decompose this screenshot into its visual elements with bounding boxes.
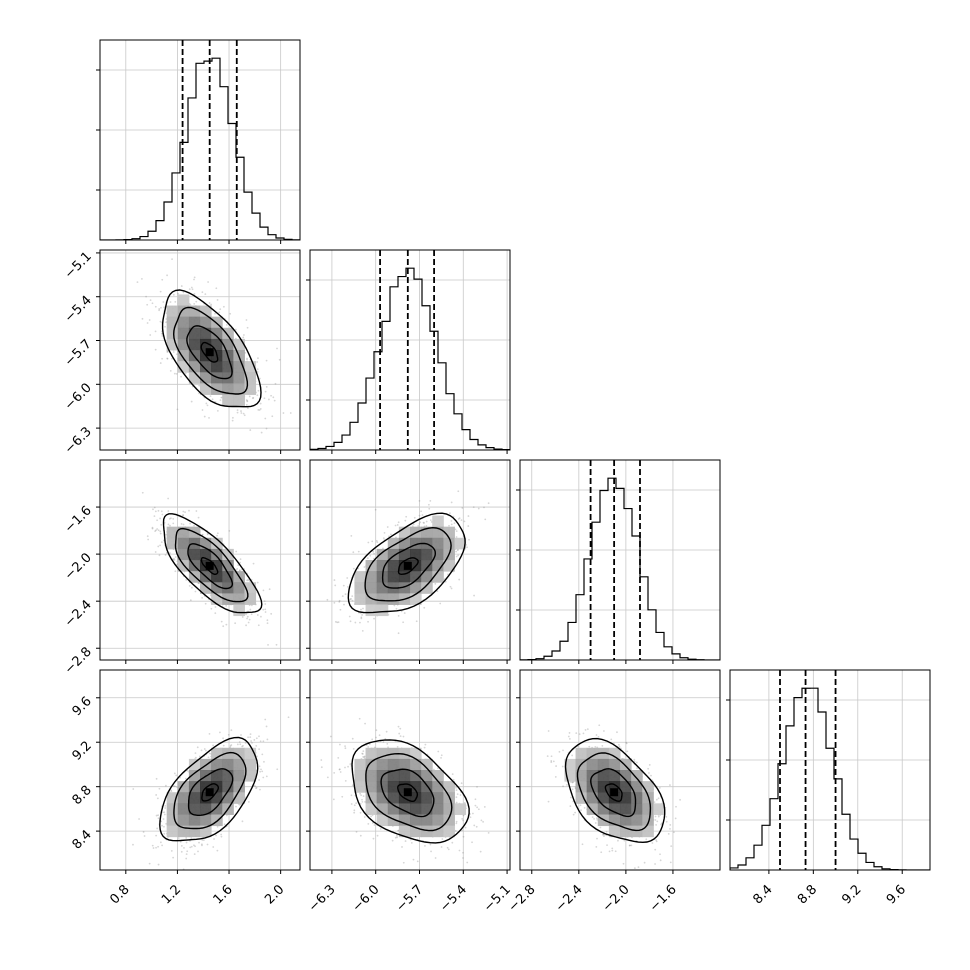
x-tick-label: −5.4	[437, 882, 470, 915]
scatter-2-1	[306, 459, 511, 664]
y-tick-label: 9.2	[70, 738, 95, 763]
axes-frame	[519, 669, 721, 871]
x-tick-label: 9.6	[884, 882, 909, 907]
y-tick-label: −2.8	[62, 644, 95, 677]
contour-line	[187, 768, 234, 816]
x-tick-label: 2.0	[262, 882, 287, 907]
contour-line	[174, 527, 249, 603]
density-cells	[354, 515, 467, 617]
histogram-3: 8.4 8.8 9.2 9.6	[726, 669, 931, 907]
contour-line	[397, 557, 419, 576]
density-peak	[610, 788, 619, 797]
density-peak	[403, 561, 412, 570]
histogram-step	[310, 267, 510, 450]
scatter-3-1: −6.3 −6.0 −5.7 −5.4 −5.1	[306, 669, 514, 915]
contour-line	[381, 542, 437, 589]
contour-line	[604, 783, 623, 802]
contour-line	[590, 768, 637, 818]
x-tick-label: −2.0	[600, 882, 633, 915]
y-tick-label: −6.3	[62, 424, 95, 457]
density-peak	[205, 348, 214, 357]
x-tick-label: −5.7	[393, 882, 426, 915]
x-tick-label: 1.6	[211, 882, 236, 907]
histogram-step	[730, 687, 930, 870]
contour-line	[380, 768, 435, 818]
y-tick-label: −2.0	[62, 550, 95, 583]
contour-line	[365, 752, 453, 832]
contour-line	[201, 783, 220, 802]
density-cells	[166, 747, 257, 838]
axes-frame	[99, 249, 301, 451]
y-tick-label: 8.4	[70, 827, 95, 852]
contour-line	[364, 526, 452, 602]
x-tick-label: 1.2	[159, 882, 184, 907]
contour-line	[172, 306, 249, 395]
y-tick-label: −6.0	[62, 381, 95, 414]
x-tick-label: 9.2	[839, 882, 864, 907]
x-tick-label: −1.6	[647, 882, 680, 915]
scatter-3-2: −2.8 −2.4 −2.0 −1.6	[506, 669, 721, 915]
contour-line	[351, 739, 470, 844]
y-tick-label: −1.6	[62, 503, 95, 536]
y-tick-label: 9.6	[70, 694, 95, 719]
histogram-step	[100, 57, 300, 240]
axes-frame	[729, 669, 931, 871]
histogram-1	[306, 249, 511, 454]
axes-frame	[99, 669, 301, 871]
axes-frame	[99, 459, 301, 661]
x-tick-label: −6.0	[350, 882, 383, 915]
x-tick-label: 8.4	[750, 882, 775, 907]
scatter-2-0: −2.8 −2.4 −2.0 −1.6	[62, 459, 301, 677]
x-tick-label: 0.8	[107, 882, 132, 907]
contour-line	[200, 557, 219, 575]
x-tick-label: −2.4	[553, 882, 586, 915]
axes-frame	[309, 459, 511, 661]
histogram-2	[516, 459, 721, 664]
contour-line	[173, 751, 247, 830]
contour-line	[161, 289, 262, 408]
contour-line	[187, 543, 234, 590]
contour-line	[397, 783, 419, 802]
contour-line	[186, 325, 233, 380]
y-tick-label: 8.8	[70, 783, 95, 808]
x-tick-label: −6.3	[306, 882, 339, 915]
contour-line	[576, 752, 652, 832]
density-peak	[205, 788, 214, 797]
axes-frame	[309, 669, 511, 871]
scatter-1-0: −6.3 −6.0 −5.7 −5.4 −5.1	[62, 249, 301, 457]
contour-line	[162, 513, 263, 614]
x-tick-label: −5.1	[481, 882, 514, 915]
contour-line	[564, 737, 666, 844]
x-tick-label: 8.8	[795, 882, 820, 907]
density-peak	[205, 561, 214, 570]
scatter-3-0: 0.8 1.2 1.6 2.0 8.4 8.8 9.2 9.6	[70, 669, 301, 907]
contour-line	[347, 512, 466, 614]
x-tick-label: −2.8	[506, 882, 539, 915]
contour-line	[200, 341, 219, 363]
y-tick-label: −5.7	[62, 337, 95, 370]
histogram-0	[96, 39, 301, 244]
axes-frame	[519, 459, 721, 661]
y-tick-label: −5.4	[62, 293, 95, 326]
contour-line	[159, 736, 259, 842]
density-peak	[403, 788, 412, 797]
y-tick-label: −2.4	[62, 597, 95, 630]
y-tick-label: −5.1	[62, 249, 95, 282]
axes-frame	[309, 249, 511, 451]
histogram-step	[520, 477, 720, 660]
axes-frame	[99, 39, 301, 241]
